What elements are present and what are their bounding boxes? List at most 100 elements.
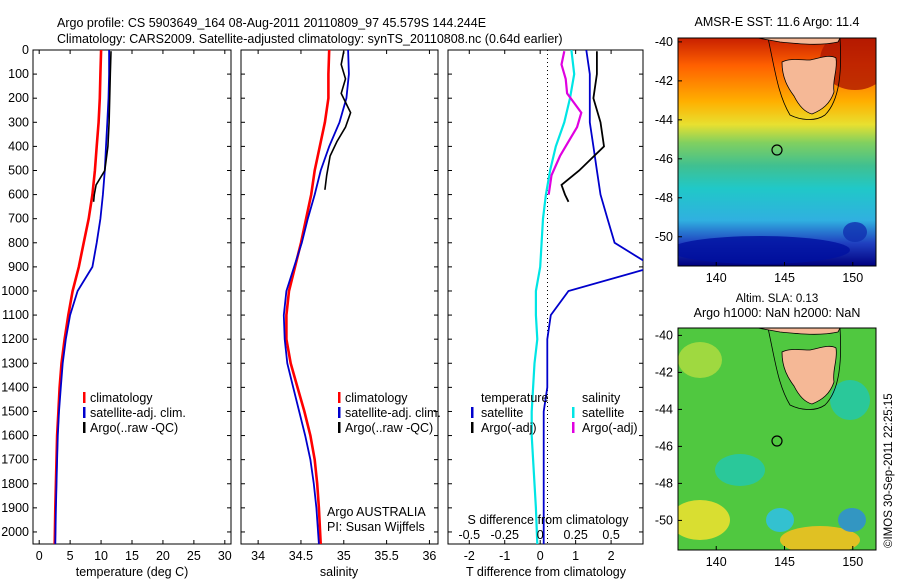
- salinity-panel: 34 34.5 35 35.5 36 salinity climatology sate…: [240, 49, 441, 579]
- depth-tick-label: 1900: [1, 501, 29, 515]
- sst-cool-patch: [843, 222, 867, 242]
- salinity-ticks: 34 34.5 35 35.5 36: [241, 49, 438, 563]
- depth-tick-label: 300: [8, 115, 29, 129]
- depth-tick-label: 0: [22, 43, 29, 57]
- depth-tick-label: 700: [8, 212, 29, 226]
- difference-legend: temperature salinity satellite Argo(-adj…: [471, 391, 638, 435]
- x-tick-label: 34: [251, 549, 265, 563]
- lat-tick-label: -50: [655, 513, 673, 527]
- s-tick-label: -0.25: [490, 528, 519, 542]
- x-tick-label: 15: [125, 549, 139, 563]
- lat-tick-label: -48: [655, 476, 673, 490]
- salinity-axes-box: [240, 49, 439, 545]
- figure-title-line1: Argo profile: CS 5903649_164 08-Aug-2011…: [57, 16, 486, 30]
- temperature-panel: 0 5 10 15 20 25 30 temperature (deg C) climato…: [32, 49, 232, 579]
- legend-label-climatology: climatology: [90, 391, 153, 405]
- difference-ticks: -2 -1 0 1 2: [448, 49, 643, 563]
- salinity-legend: climatology satellite-adj. clim. Argo(..…: [338, 391, 441, 435]
- argo-float-marker: [771, 144, 783, 156]
- continental-shelf-contour: [767, 328, 842, 410]
- legend-swatch-sal-argo: [572, 422, 575, 433]
- legend-swatch-sal-satellite: [572, 407, 575, 418]
- legend-swatch-satellite: [83, 407, 86, 418]
- legend-head-temperature: temperature: [481, 391, 548, 405]
- lat-tick-label: -46: [655, 152, 673, 166]
- legend-label-sal-argo: Argo(-adj): [582, 421, 638, 435]
- argo-program-note: Argo AUSTRALIA: [327, 505, 426, 519]
- depth-tick-label: 1100: [2, 308, 29, 322]
- lat-tick-label: -50: [655, 230, 673, 244]
- x-tick-label: 10: [94, 549, 108, 563]
- x-tick-label: 0: [36, 549, 43, 563]
- legend-swatch-argo: [338, 422, 341, 433]
- temperature-ticks: 0 5 10 15 20 25 30: [33, 49, 232, 563]
- s-difference-tick-labels: -0.5 -0.25 0 0.25 0.5: [458, 528, 619, 542]
- lat-tick-label: -44: [655, 113, 673, 127]
- s-tick-label: 0.25: [563, 528, 587, 542]
- lon-tick-label: 145: [774, 271, 795, 285]
- s-tick-label: 0: [537, 528, 544, 542]
- tasmania-land: [781, 55, 837, 115]
- lat-tick-label: -42: [655, 74, 673, 88]
- x-tick-label: 20: [156, 549, 170, 563]
- legend-label-satellite: satellite-adj. clim.: [345, 406, 441, 420]
- lat-tick-label: -44: [655, 402, 673, 416]
- sal-diff-argo-line: [547, 50, 583, 195]
- salinity-climatology-line: [285, 50, 331, 544]
- lon-tick-label: 145: [774, 555, 795, 569]
- s-tick-label: -0.5: [458, 528, 480, 542]
- figure-title-line2: Climatology: CARS2009. Satellite-adjuste…: [57, 32, 563, 46]
- salinity-satellite-line: [282, 50, 350, 544]
- legend-swatch-argo: [83, 422, 86, 433]
- x-tick-label: 30: [218, 549, 232, 563]
- legend-label-temp-argo: Argo(-adj): [481, 421, 537, 435]
- legend-label-satellite: satellite-adj. clim.: [90, 406, 186, 420]
- sla-map-title2: Argo h1000: NaN h2000: NaN: [694, 306, 861, 320]
- depth-tick-label: 200: [8, 91, 29, 105]
- x-tick-label: 34.5: [289, 549, 313, 563]
- lat-tick-label: -40: [655, 35, 673, 49]
- depth-tick-label: 1400: [1, 380, 29, 394]
- lon-tick-label: 150: [842, 271, 863, 285]
- sla-patch: [780, 526, 860, 550]
- depth-tick-label: 1600: [1, 429, 29, 443]
- lat-tick-label: -48: [655, 191, 673, 205]
- legend-swatch-temp-satellite: [471, 407, 474, 418]
- legend-label-argo: Argo(..raw -QC): [90, 421, 178, 435]
- legend-swatch-satellite: [338, 407, 341, 418]
- lat-tick-label: -42: [655, 365, 673, 379]
- difference-axes-box: [447, 49, 644, 545]
- s-tick-label: 0.5: [602, 528, 619, 542]
- sst-cool-patch: [678, 236, 850, 264]
- temp-diff-argo-line: [560, 51, 605, 203]
- sst-map-axes: -40 -42 -44 -46 -48 -50 140 145 150: [655, 35, 863, 285]
- x-tick-label: 36: [422, 549, 436, 563]
- depth-tick-label: 900: [8, 260, 29, 274]
- depth-tick-label: 1800: [1, 477, 29, 491]
- depth-tick-label: 100: [8, 67, 29, 81]
- argo-float-marker: [771, 435, 783, 447]
- legend-swatch-climatology: [83, 392, 86, 403]
- sla-map-axes: -40 -42 -44 -46 -48 -50 140 145 150: [655, 328, 863, 569]
- x-tick-label: 35.5: [374, 549, 398, 563]
- sla-map: Altim. SLA: 0.13 Argo h1000: NaN h2000: …: [655, 293, 877, 569]
- sst-map-frame: [677, 37, 877, 267]
- lon-tick-label: 140: [706, 271, 727, 285]
- sla-patch: [678, 500, 730, 540]
- depth-tick-label: 400: [8, 139, 29, 153]
- x-tick-label: 0: [537, 549, 544, 563]
- legend-label-argo: Argo(..raw -QC): [345, 421, 433, 435]
- sal-diff-satellite-line: [530, 50, 576, 544]
- lon-tick-label: 140: [706, 555, 727, 569]
- sla-map-title1: Altim. SLA: 0.13: [736, 293, 818, 305]
- temp-diff-satellite-line: [542, 50, 643, 544]
- legend-swatch-climatology: [338, 392, 341, 403]
- sla-patch: [838, 508, 866, 532]
- legend-label-temp-satellite: satellite: [481, 406, 523, 420]
- depth-tick-label: 1700: [1, 453, 29, 467]
- legend-label-sal-satellite: satellite: [582, 406, 624, 420]
- continental-shelf-contour: [767, 38, 842, 120]
- temperature-axes-box: [32, 49, 232, 545]
- sla-patch: [715, 454, 765, 486]
- depth-tick-label: 1500: [1, 404, 29, 418]
